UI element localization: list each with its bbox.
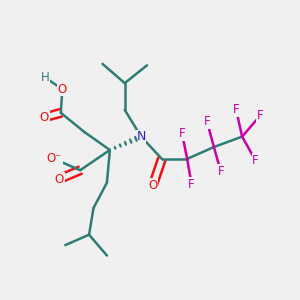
Text: O: O bbox=[148, 178, 158, 192]
Text: O: O bbox=[40, 111, 49, 124]
Text: F: F bbox=[233, 103, 239, 116]
Text: F: F bbox=[257, 109, 263, 122]
Text: F: F bbox=[204, 115, 210, 128]
Text: O: O bbox=[58, 82, 67, 96]
Text: O: O bbox=[55, 172, 64, 186]
Text: F: F bbox=[252, 154, 259, 167]
Text: O⁻: O⁻ bbox=[46, 152, 62, 165]
Text: F: F bbox=[188, 178, 195, 191]
Text: F: F bbox=[179, 127, 185, 140]
Text: F: F bbox=[218, 165, 224, 178]
Text: H: H bbox=[41, 71, 50, 84]
Text: N: N bbox=[136, 130, 146, 143]
